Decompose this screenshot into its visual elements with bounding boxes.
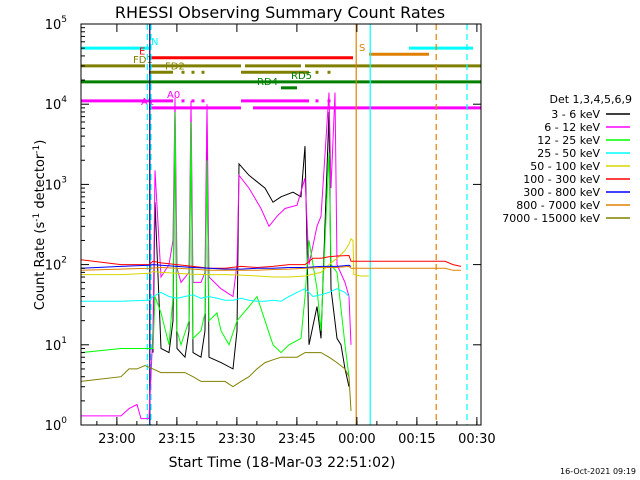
flag-rd5: RD5 xyxy=(81,71,481,84)
x-tick-label: 00:30 xyxy=(458,432,495,447)
y-axis-label-end: ) xyxy=(33,140,48,145)
flag-a0: A0 xyxy=(81,90,331,103)
flag-s-label: S xyxy=(359,43,365,54)
legend-entry-7000-15000-kev: 7000 - 15000 keV xyxy=(502,212,600,225)
flag-fd2-dot xyxy=(201,70,205,74)
flag-fd1: FD1 xyxy=(81,55,481,68)
x-tick-label: 23:45 xyxy=(278,432,315,447)
series-7000-15000-kev xyxy=(80,352,352,411)
flag-fd2-dot xyxy=(315,70,319,74)
series-300-800-kev xyxy=(80,264,352,270)
flag-a0-dot xyxy=(201,99,205,103)
chart-title: RHESSI Observing Summary Count Rates xyxy=(115,3,445,22)
flag-a0-label: A0 xyxy=(167,90,180,101)
flag-a1: A1 xyxy=(141,97,481,110)
flag-a0-dot xyxy=(315,99,319,103)
y-axis-label-main: Count Rate (s xyxy=(33,222,48,311)
legend-entry-100-300-kev: 100 - 300 keV xyxy=(523,173,600,186)
y-axis-label-sup2: -1 xyxy=(32,145,42,154)
x-tick-label: 23:15 xyxy=(158,432,195,447)
y-axis-label: Count Rate (s-1 detector-1) xyxy=(32,140,48,311)
series-12-25-kev xyxy=(80,111,350,377)
legend-title: Det 1,3,4,5,6,9 xyxy=(549,93,632,106)
legend-entry-50-100-kev: 50 - 100 keV xyxy=(530,160,600,173)
flag-s: S xyxy=(359,43,429,56)
vertical-markers xyxy=(146,24,468,425)
x-axis-label: Start Time (18-Mar-03 22:51:02) xyxy=(169,455,396,471)
flag-a0-dot xyxy=(191,99,195,103)
series-6-12-kev xyxy=(81,92,352,420)
flag-n-label: N xyxy=(151,37,158,48)
plot-frame xyxy=(80,23,482,426)
footer-timestamp: 16-Oct-2021 09:19 xyxy=(560,467,636,476)
legend-entry-12-25-kev: 12 - 25 keV xyxy=(537,134,600,147)
flag-fd1-label: FD1 xyxy=(133,55,153,66)
flag-a0-dot xyxy=(181,99,185,103)
x-tick-label: 23:00 xyxy=(98,432,135,447)
legend-entry-6-12-kev: 6 - 12 keV xyxy=(544,121,600,134)
flag-fd2-dot xyxy=(181,70,185,74)
flag-rd4-label: RD4 xyxy=(257,77,278,88)
flag-fd2-dot xyxy=(327,70,331,74)
x-tick-label: 23:30 xyxy=(218,432,255,447)
y-axis-label-mid: detector xyxy=(33,153,48,213)
legend-entry-25-50-kev: 25 - 50 keV xyxy=(537,147,600,160)
x-tick-label: 00:00 xyxy=(338,432,375,447)
series-800-7000-kev xyxy=(80,265,461,271)
flag-fd2-label: FD2 xyxy=(165,61,185,72)
series-25-50-kev xyxy=(81,288,350,302)
series-100-300-kev xyxy=(80,254,462,269)
legend-entry-300-800-kev: 300 - 800 keV xyxy=(523,186,600,199)
x-tick-label: 00:15 xyxy=(398,432,435,447)
y-axis-label-sup1: -1 xyxy=(32,213,42,222)
flag-e-label: E xyxy=(139,47,145,58)
legend-entry-800-7000-kev: 800 - 7000 keV xyxy=(516,199,600,212)
series-lines xyxy=(80,92,462,420)
flag-e: E xyxy=(139,47,353,60)
flag-a1-label: A1 xyxy=(141,97,154,108)
flag-rd4: RD4 xyxy=(257,77,297,90)
legend-entry-3-6-kev: 3 - 6 keV xyxy=(551,108,600,121)
series-50-100-kev xyxy=(81,237,369,278)
flag-fd2: FD2 xyxy=(149,61,331,74)
flag-fd2-dot xyxy=(191,70,195,74)
flag-n: N xyxy=(81,37,473,50)
flag-rd5-label: RD5 xyxy=(291,71,312,82)
